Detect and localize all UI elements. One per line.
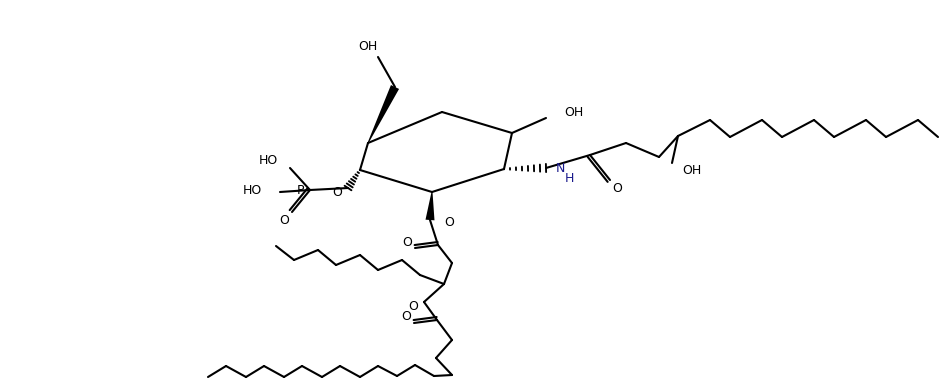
Text: O: O	[402, 235, 412, 249]
Polygon shape	[368, 85, 400, 143]
Text: OH: OH	[564, 105, 583, 119]
Text: HO: HO	[258, 154, 278, 166]
Text: O: O	[332, 186, 342, 198]
Text: P: P	[296, 183, 304, 196]
Text: O: O	[612, 181, 622, 195]
Text: O: O	[444, 215, 454, 229]
Text: O: O	[279, 213, 289, 227]
Text: H: H	[565, 171, 574, 185]
Text: HO: HO	[243, 183, 262, 196]
Text: OH: OH	[358, 41, 378, 54]
Polygon shape	[426, 192, 434, 220]
Text: O: O	[401, 310, 411, 322]
Text: O: O	[408, 300, 418, 313]
Text: N: N	[556, 161, 565, 174]
Text: OH: OH	[682, 164, 701, 176]
